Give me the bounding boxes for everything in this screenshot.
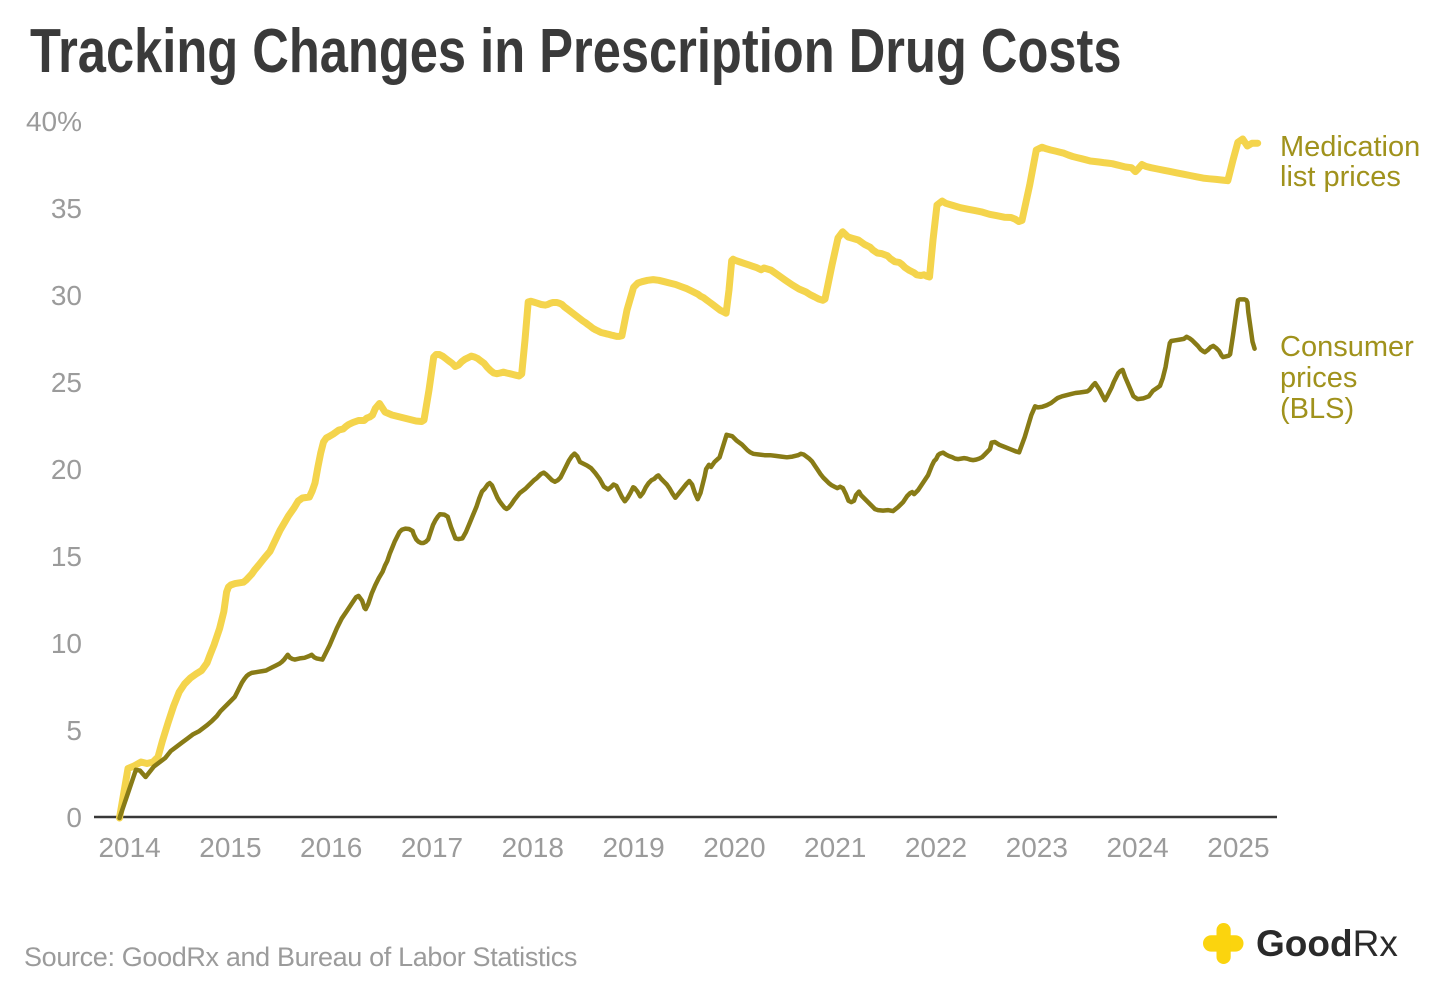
svg-text:2015: 2015 [199, 832, 261, 863]
svg-text:GoodRx: GoodRx [1256, 923, 1398, 964]
svg-text:5: 5 [66, 715, 82, 746]
svg-text:2023: 2023 [1006, 832, 1068, 863]
svg-text:2016: 2016 [300, 832, 362, 863]
svg-text:list prices: list prices [1280, 161, 1401, 193]
svg-text:Tracking Changes in Prescripti: Tracking Changes in Prescription Drug Co… [30, 16, 1122, 85]
svg-text:30: 30 [51, 280, 82, 311]
svg-text:2022: 2022 [905, 832, 967, 863]
svg-text:Source: GoodRx and Bureau of L: Source: GoodRx and Bureau of Labor Stati… [24, 942, 577, 972]
svg-text:2018: 2018 [502, 832, 564, 863]
svg-text:2019: 2019 [602, 832, 664, 863]
svg-text:Medication: Medication [1280, 131, 1420, 163]
svg-text:2017: 2017 [401, 832, 463, 863]
svg-text:2025: 2025 [1207, 832, 1269, 863]
svg-text:20: 20 [51, 454, 82, 485]
svg-text:40%: 40% [26, 106, 82, 137]
svg-text:2021: 2021 [804, 832, 866, 863]
svg-text:15: 15 [51, 541, 82, 572]
svg-text:10: 10 [51, 628, 82, 659]
svg-text:prices: prices [1280, 362, 1357, 394]
svg-text:(BLS): (BLS) [1280, 393, 1354, 425]
svg-text:0: 0 [66, 802, 82, 833]
svg-text:2020: 2020 [703, 832, 765, 863]
svg-text:Consumer: Consumer [1280, 331, 1414, 363]
svg-text:25: 25 [51, 367, 82, 398]
svg-text:2024: 2024 [1106, 832, 1168, 863]
svg-text:35: 35 [51, 193, 82, 224]
svg-text:2014: 2014 [98, 832, 160, 863]
